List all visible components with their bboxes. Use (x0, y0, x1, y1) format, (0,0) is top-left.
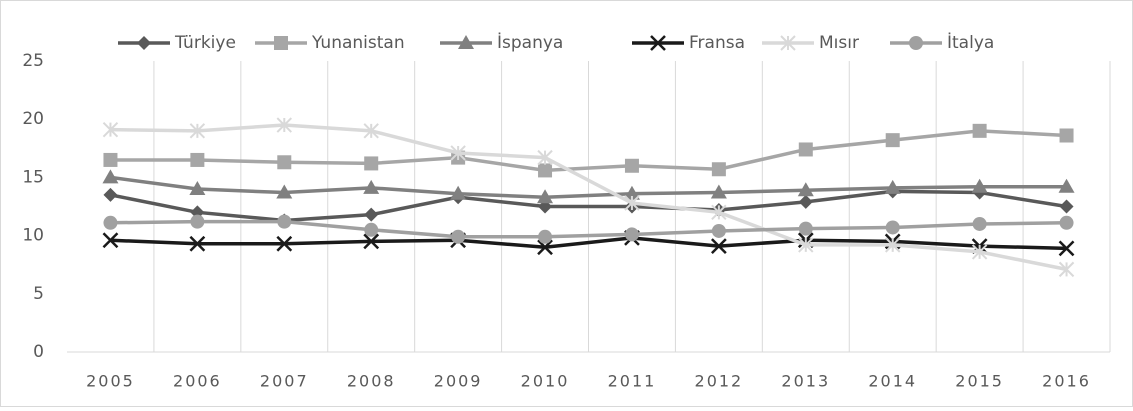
data-point (711, 204, 727, 221)
data-point (972, 216, 987, 231)
data-point (971, 178, 988, 193)
data-point (623, 185, 640, 200)
data-point (189, 235, 206, 252)
data-point (797, 182, 814, 197)
x-tick-label: 2014 (868, 372, 917, 391)
data-point (1059, 128, 1074, 143)
legend-marker (650, 35, 666, 51)
data-point (798, 142, 813, 157)
data-point (538, 163, 553, 178)
y-tick-label: 15 (22, 167, 44, 187)
data-point (885, 133, 900, 148)
x-tick-label: 2010 (521, 372, 570, 391)
data-point (624, 158, 639, 173)
legend-label: Türkiye (174, 33, 236, 53)
data-point (189, 181, 206, 196)
legend-marker (137, 36, 151, 50)
y-tick-label: 20 (22, 109, 44, 129)
legend-marker (458, 35, 474, 49)
data-point (1059, 215, 1074, 230)
series-line (110, 129, 1067, 173)
legend-marker (909, 36, 923, 50)
data-point (190, 214, 205, 229)
data-point (624, 195, 640, 211)
data-point (451, 229, 466, 244)
y-tick-label: 25 (22, 51, 44, 71)
data-point (363, 233, 380, 250)
data-point (276, 235, 293, 252)
x-tick-label: 2011 (608, 372, 657, 391)
x-tick-label: 2005 (86, 372, 135, 391)
series-line (110, 236, 1067, 251)
data-point (884, 179, 901, 194)
data-point (102, 169, 119, 184)
data-point (538, 229, 553, 244)
data-point (1058, 240, 1075, 257)
data-point (103, 187, 118, 202)
data-point (190, 152, 205, 167)
x-tick-label: 2013 (781, 372, 830, 391)
data-point (972, 123, 987, 138)
series-line (110, 175, 1067, 199)
data-point (102, 121, 119, 138)
legend-label: Yunanistan (311, 33, 405, 53)
data-point (885, 220, 900, 235)
data-point (364, 222, 379, 237)
data-point (276, 184, 293, 199)
x-tick-label: 2009 (434, 372, 483, 391)
data-point (711, 223, 726, 238)
data-point (798, 237, 814, 253)
data-point (277, 214, 292, 229)
data-point (276, 117, 292, 133)
data-point (798, 194, 813, 209)
legend-marker (274, 36, 288, 50)
data-point (710, 238, 727, 254)
legend-marker (780, 35, 796, 51)
data-point (103, 215, 118, 230)
x-tick-label: 2008 (347, 372, 396, 391)
data-point (102, 232, 119, 249)
data-point (450, 185, 467, 200)
data-point (1059, 199, 1074, 214)
data-point (710, 184, 727, 199)
data-point (363, 179, 380, 194)
data-point (1058, 261, 1075, 278)
data-point (537, 239, 553, 256)
data-point (363, 123, 379, 139)
data-point (971, 244, 988, 260)
legend-label: İtalya (947, 32, 994, 53)
legend-label: İspanya (497, 32, 563, 53)
data-point (885, 237, 901, 253)
data-point (103, 152, 118, 167)
data-point (1058, 178, 1075, 193)
x-tick-label: 2015 (955, 372, 1004, 391)
x-tick-label: 2006 (173, 372, 222, 391)
series-line (110, 219, 1067, 239)
data-point (798, 221, 813, 236)
x-tick-label: 2012 (695, 372, 744, 391)
x-tick-label: 2016 (1042, 372, 1091, 391)
legend-label: Fransa (689, 33, 745, 53)
data-point (364, 207, 379, 222)
data-point (537, 149, 553, 166)
series-line (110, 189, 1067, 223)
y-tick-label: 5 (33, 284, 44, 304)
data-point (277, 155, 292, 170)
data-point (450, 145, 466, 161)
data-point (711, 162, 726, 177)
data-point (189, 123, 206, 139)
data-point (537, 189, 554, 204)
y-tick-label: 10 (22, 226, 44, 246)
series-line (110, 123, 1067, 272)
data-point (364, 156, 379, 171)
data-point (624, 227, 639, 242)
y-tick-label: 0 (33, 342, 44, 362)
legend-label: Mısır (819, 33, 859, 53)
x-tick-label: 2007 (260, 372, 309, 391)
